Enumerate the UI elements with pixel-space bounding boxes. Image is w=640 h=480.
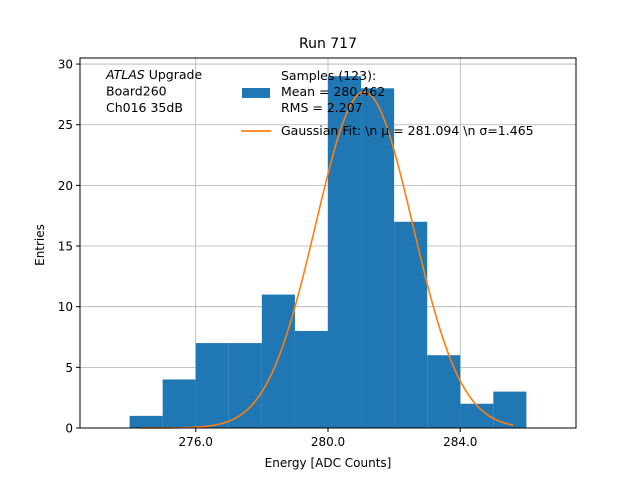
y-tick-label: 15 [58,240,73,254]
gaussian-fit-line [139,91,514,429]
histogram-bars [129,76,527,429]
y-tick-label: 10 [58,300,73,314]
legend-label-samples: Mean = 280.462 [281,84,385,99]
annotation-line: Ch016 35dB [106,100,183,115]
histogram-bar [261,294,295,428]
legend-label-fit: Gaussian Fit: \n μ = 281.094 \n σ=1.465 [281,123,534,138]
legend: Samples (123): Mean = 280.462 RMS = 2.20… [241,68,534,138]
histogram-bar [361,88,395,428]
y-tick-label: 20 [58,179,73,193]
x-tick-label: 280.0 [311,435,345,449]
y-tick-label: 0 [65,422,73,436]
legend-patch [242,88,270,98]
y-tick-label: 25 [58,118,73,132]
y-tick-label: 30 [58,58,73,72]
histogram-bar [493,391,527,428]
histogram-bar [328,76,362,429]
legend-label-samples: RMS = 2.207 [281,100,363,115]
chart-title: Run 717 [299,36,357,52]
histogram-bar [162,379,196,428]
x-tick-label: 284.0 [443,435,477,449]
annotation: ATLAS Upgrade Board260 Ch016 35dB [105,67,202,115]
ticks: 276.0 280.0 284.0 0 5 10 15 20 25 30 [58,58,478,449]
annotation-line: ATLAS Upgrade [105,67,202,82]
histogram-bar [294,330,328,428]
y-tick-label: 5 [65,361,73,375]
histogram-bar [228,343,262,428]
legend-label-samples: Samples (123): [281,68,376,83]
fit-curve-group [139,91,514,429]
y-axis-label: Entries [33,224,47,266]
histogram-bar [427,355,461,428]
annotation-line: Board260 [106,84,167,99]
x-axis-label: Energy [ADC Counts] [265,456,392,470]
histogram-bar [394,221,428,428]
x-tick-label: 276.0 [179,435,213,449]
histogram-bar [195,343,229,428]
histogram-bar [129,415,163,428]
